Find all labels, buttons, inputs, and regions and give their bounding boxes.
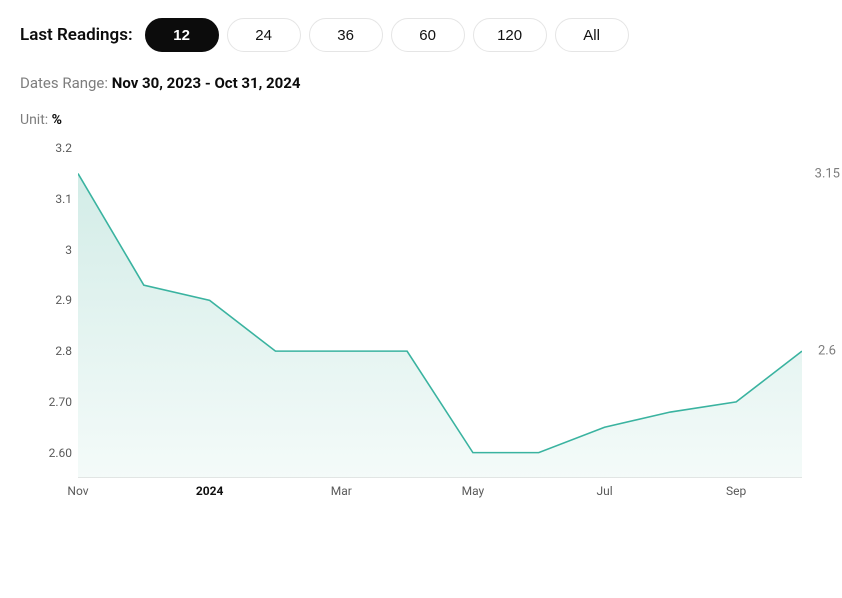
chart-x-tick: Jul [596,484,612,498]
chart-y-tick: 3.1 [32,192,78,206]
chart-plot-box[interactable]: 3.23.132.92.82.702.60Nov2024MarMayJulSep… [78,138,802,478]
unit-label: Unit: [20,112,48,128]
chart-y-tick: 2.8 [32,344,78,358]
readings-pill-60[interactable]: 60 [391,18,465,52]
readings-label: Last Readings: [20,25,133,45]
unit-value: % [52,112,62,128]
chart-x-tick: 2024 [196,484,224,498]
chart-x-tick: May [462,484,485,498]
readings-pill-all[interactable]: All [555,18,629,52]
readings-pill-12[interactable]: 12 [145,18,219,52]
readings-pill-24[interactable]: 24 [227,18,301,52]
readings-pill-36[interactable]: 36 [309,18,383,52]
chart-svg [78,138,802,478]
chart-series-area [78,174,802,478]
chart-y-tick: 2.70 [32,395,78,409]
chart-x-tick: Nov [67,484,88,498]
chart-y-tick: 3 [32,243,78,257]
chart-x-tick: Sep [726,484,746,498]
chart-y-tick: 2.9 [32,293,78,307]
dates-range-label: Dates Range: [20,74,108,92]
chart-x-tick: Mar [331,484,352,498]
chart-region: 3.2 3.1 3 2.9 2.8 2.70 2.60 Nov 2024 Mar May Jul Sep… [20,138,822,518]
chart-y-tick: 2.60 [32,446,78,460]
readings-toolbar: Last Readings: 12 24 36 60 120 All [20,18,822,52]
dates-range-row: Dates Range: Nov 30, 2023 - Oct 31, 2024 [20,74,822,92]
dates-range-value: Nov 30, 2023 - Oct 31, 2024 [112,74,301,92]
unit-row: Unit: % [20,112,822,128]
chart-last-point-label: 2.6 [818,344,836,359]
readings-pill-120[interactable]: 120 [473,18,547,52]
chart-first-point-label: 3.15 [815,166,840,181]
chart-y-tick: 3.2 [32,141,78,155]
